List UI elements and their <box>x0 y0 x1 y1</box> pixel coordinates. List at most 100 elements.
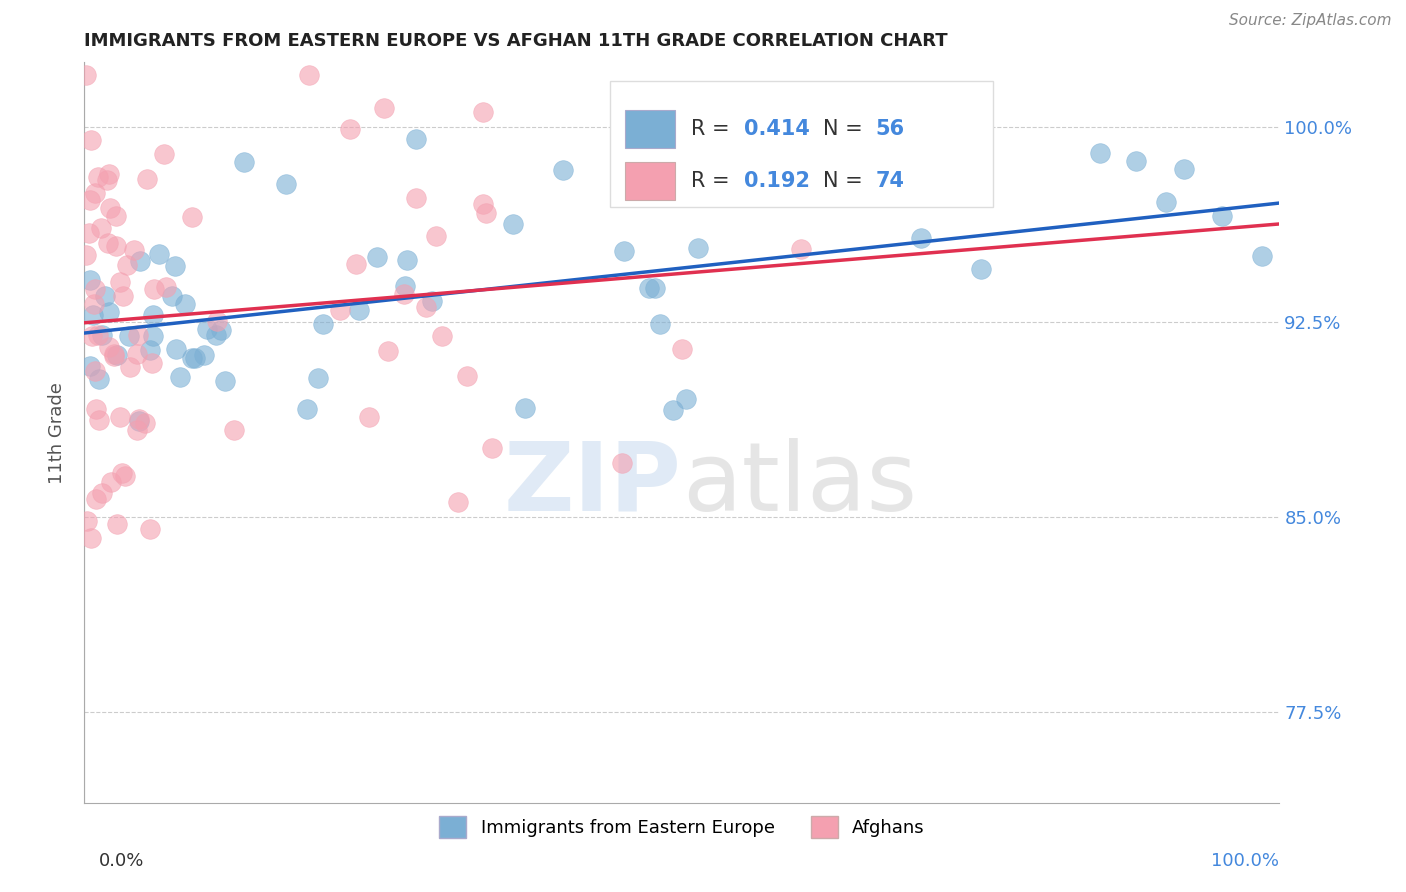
Point <box>373 102 395 116</box>
Point <box>671 342 693 356</box>
Text: 74: 74 <box>876 171 904 191</box>
Text: 0.192: 0.192 <box>744 171 810 191</box>
Point <box>637 281 659 295</box>
Point <box>644 280 666 294</box>
Point <box>79 359 101 374</box>
Point <box>87 372 110 386</box>
Point <box>675 392 697 407</box>
Point <box>173 296 195 310</box>
Point <box>79 193 101 207</box>
Point <box>127 327 149 342</box>
Point <box>1125 154 1147 169</box>
Point <box>613 244 636 258</box>
Point <box>1211 209 1233 223</box>
Point <box>105 517 128 532</box>
Point <box>79 273 101 287</box>
Point <box>481 441 503 455</box>
Point <box>160 289 183 303</box>
Text: IMMIGRANTS FROM EASTERN EUROPE VS AFGHAN 11TH GRADE CORRELATION CHART: IMMIGRANTS FROM EASTERN EUROPE VS AFGHAN… <box>84 32 948 50</box>
Point <box>148 246 170 260</box>
Point <box>357 410 380 425</box>
Point <box>339 122 361 136</box>
Point <box>222 423 245 437</box>
Point <box>209 323 232 337</box>
Point <box>139 522 162 536</box>
Point <box>122 243 145 257</box>
Point <box>396 252 419 267</box>
Text: N =: N = <box>823 119 869 139</box>
Text: atlas: atlas <box>682 438 917 531</box>
Point <box>180 210 202 224</box>
Text: 0.0%: 0.0% <box>98 852 143 870</box>
Point <box>346 256 368 270</box>
Point <box>86 169 108 184</box>
Point <box>551 162 574 177</box>
Point <box>420 293 443 308</box>
Point <box>91 328 114 343</box>
Point <box>180 351 202 365</box>
Point <box>165 342 187 356</box>
Point <box>295 401 318 416</box>
Point <box>105 348 128 362</box>
Point <box>75 248 97 262</box>
Point <box>366 251 388 265</box>
Point <box>90 220 112 235</box>
Point <box>312 318 335 332</box>
Point <box>648 318 671 332</box>
Text: 56: 56 <box>876 119 904 139</box>
Point <box>415 301 437 315</box>
Point <box>456 368 478 383</box>
Point <box>474 205 496 219</box>
Point <box>141 356 163 370</box>
Point <box>153 146 176 161</box>
Point <box>83 297 105 311</box>
Point <box>214 374 236 388</box>
Point <box>104 209 127 223</box>
Text: 0.414: 0.414 <box>744 119 810 139</box>
Point <box>193 348 215 362</box>
Point <box>731 175 754 189</box>
Text: R =: R = <box>692 119 737 139</box>
Point <box>430 329 453 343</box>
FancyBboxPatch shape <box>624 161 675 200</box>
Point <box>118 360 141 375</box>
Point <box>97 236 120 251</box>
FancyBboxPatch shape <box>610 81 993 207</box>
Point <box>307 370 329 384</box>
Text: Source: ZipAtlas.com: Source: ZipAtlas.com <box>1229 13 1392 29</box>
FancyBboxPatch shape <box>624 110 675 148</box>
Point <box>129 254 152 268</box>
Point <box>515 401 537 415</box>
Point <box>169 370 191 384</box>
Legend: Immigrants from Eastern Europe, Afghans: Immigrants from Eastern Europe, Afghans <box>432 809 932 846</box>
Point <box>910 231 932 245</box>
Point <box>111 466 134 480</box>
Point <box>205 327 228 342</box>
Point <box>425 228 447 243</box>
Point <box>274 178 297 192</box>
Point <box>686 241 709 255</box>
Point <box>471 105 494 120</box>
Y-axis label: 11th Grade: 11th Grade <box>48 382 66 483</box>
Point <box>612 456 634 470</box>
Point <box>108 275 131 289</box>
Point <box>134 416 156 430</box>
Point <box>662 402 685 417</box>
Point <box>108 410 131 425</box>
Point <box>184 351 207 366</box>
Point <box>76 514 98 528</box>
Point <box>502 218 524 232</box>
Point <box>405 191 427 205</box>
Point <box>142 328 165 343</box>
Point <box>115 259 138 273</box>
Point <box>139 343 162 357</box>
Point <box>205 314 228 328</box>
Point <box>87 328 110 343</box>
Point <box>98 201 121 215</box>
Point <box>103 349 125 363</box>
Point <box>80 328 103 343</box>
Text: ZIP: ZIP <box>503 438 682 531</box>
Point <box>297 69 319 83</box>
Point <box>114 469 136 483</box>
Point <box>394 279 416 293</box>
